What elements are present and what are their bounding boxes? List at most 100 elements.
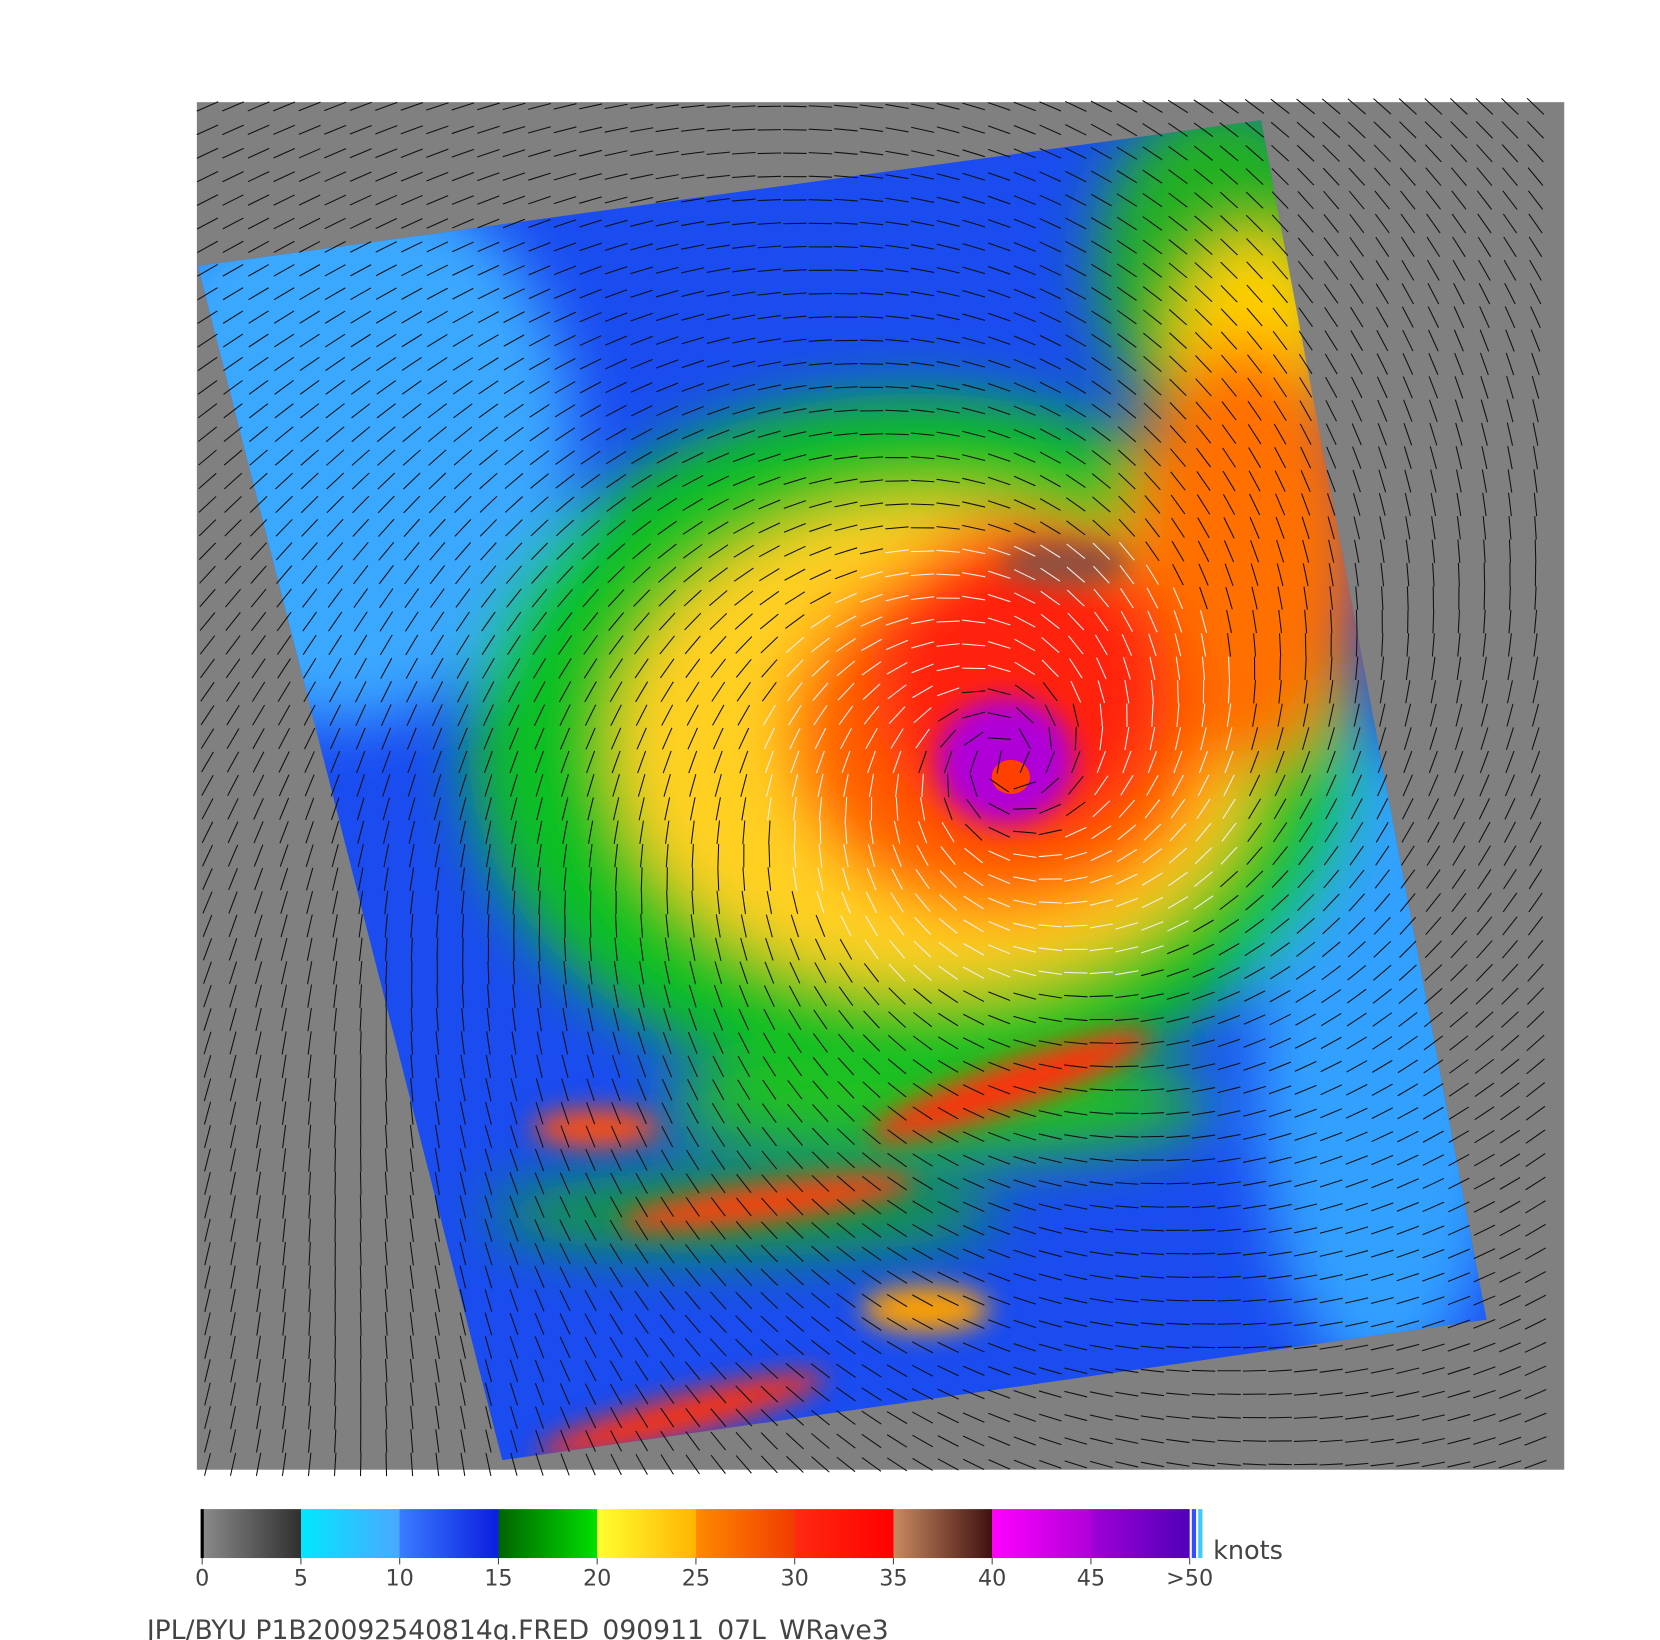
wind-barb: [936, 290, 960, 297]
wind-barb: [732, 244, 756, 249]
wind-barb: [1065, 310, 1087, 324]
wind-barb: [247, 217, 270, 230]
wind-barb: [375, 310, 397, 324]
wind-barb: [1448, 1130, 1470, 1143]
wind-barb: [712, 704, 725, 726]
wind-barb: [814, 727, 827, 750]
wind-barb: [1269, 1061, 1292, 1072]
wind-barb: [604, 266, 628, 275]
wind-barb: [859, 479, 884, 483]
wind-barb: [300, 495, 319, 514]
wind-barb: [460, 1054, 466, 1079]
wind-barb: [812, 1104, 829, 1123]
wind-barb: [228, 868, 238, 891]
wind-barb: [273, 194, 295, 206]
wind-barb: [579, 173, 603, 181]
wind-barb: [1328, 563, 1334, 587]
wind-barb: [962, 196, 986, 204]
wind-barb: [1094, 634, 1108, 656]
wind-barb: [1503, 845, 1517, 866]
wind-barb: [410, 1031, 414, 1055]
wind-barb: [1449, 987, 1468, 1005]
wind-barb: [717, 867, 720, 891]
wind-barb: [1473, 1319, 1496, 1329]
wind-barb: [1064, 826, 1087, 838]
wind-barb: [1480, 376, 1489, 399]
wind-barb: [1447, 1295, 1471, 1306]
wind-barb: [307, 1054, 312, 1079]
wind-barb: [252, 704, 266, 726]
wind-barb: [352, 541, 369, 561]
wind-barb: [503, 288, 525, 300]
wind-barb: [1371, 1154, 1394, 1166]
wind-barb: [557, 588, 574, 608]
wind-barb: [1166, 1276, 1190, 1278]
wind-barb: [681, 151, 705, 156]
wind-barb: [1268, 1298, 1292, 1303]
wind-barb: [1473, 1366, 1496, 1376]
wind-barb: [410, 1054, 414, 1079]
wind-barb: [256, 1148, 262, 1172]
wind-barb: [1506, 376, 1514, 399]
wind-barb: [987, 688, 1011, 696]
wind-barb: [377, 472, 396, 490]
wind-barb: [946, 773, 950, 798]
wind-barb: [1525, 1247, 1546, 1260]
wind-barb: [759, 568, 780, 582]
wind-barb: [587, 820, 594, 844]
wind-barb: [1431, 633, 1435, 657]
wind-barb: [664, 797, 671, 821]
wind-barb: [1429, 422, 1438, 446]
wind-barb: [962, 548, 986, 555]
wind-barb: [274, 333, 295, 348]
wind-barb: [604, 289, 628, 299]
wind-barb: [203, 961, 212, 984]
wind-barb: [684, 1314, 701, 1334]
wind-barb: [1116, 849, 1138, 863]
wind-barb: [334, 1382, 337, 1406]
wind-barb: [886, 1457, 908, 1472]
wind-barb: [758, 476, 781, 486]
wind-barb: [1013, 405, 1036, 416]
wind-barb: [273, 101, 296, 112]
wind-barb: [460, 867, 465, 891]
wind-barb: [657, 543, 677, 559]
wind-barb: [584, 1360, 597, 1382]
wind-barb: [553, 219, 577, 228]
wind-barb: [1474, 1129, 1495, 1144]
wind-barb: [1478, 259, 1491, 281]
wind-barb: [885, 503, 909, 506]
wind-barb: [766, 890, 773, 915]
wind-barb: [428, 472, 447, 490]
wind-barb: [301, 518, 319, 537]
wind-barb: [358, 937, 363, 961]
wind-barb: [529, 357, 550, 371]
wind-barb: [248, 333, 269, 348]
wind-barb: [962, 1389, 985, 1400]
wind-barb: [1348, 144, 1366, 162]
wind-barb: [457, 704, 469, 727]
wind-barb: [810, 1363, 831, 1379]
wind-barb: [761, 1174, 778, 1193]
wind-barb: [1345, 1226, 1369, 1235]
wind-barb: [409, 1335, 414, 1360]
wind-barb: [786, 1174, 804, 1193]
wind-barb: [962, 430, 986, 438]
wind-barb: [426, 195, 449, 206]
wind-barb: [937, 1388, 959, 1400]
wind-barb: [887, 684, 907, 700]
wind-barb: [834, 222, 858, 225]
wind-barb: [307, 984, 313, 1008]
wind-barb: [1066, 520, 1086, 536]
wind-barb: [865, 915, 878, 937]
wind-barb: [503, 380, 525, 395]
wind-barb: [1329, 586, 1334, 610]
wind-barb: [1039, 1459, 1062, 1469]
wind-barb: [384, 1359, 388, 1383]
wind-barb: [199, 612, 216, 631]
wind-barb: [612, 774, 620, 797]
wind-barb: [987, 664, 1011, 673]
wind-barb: [962, 125, 985, 134]
wind-barb: [452, 311, 474, 324]
wind-barb: [528, 149, 551, 158]
